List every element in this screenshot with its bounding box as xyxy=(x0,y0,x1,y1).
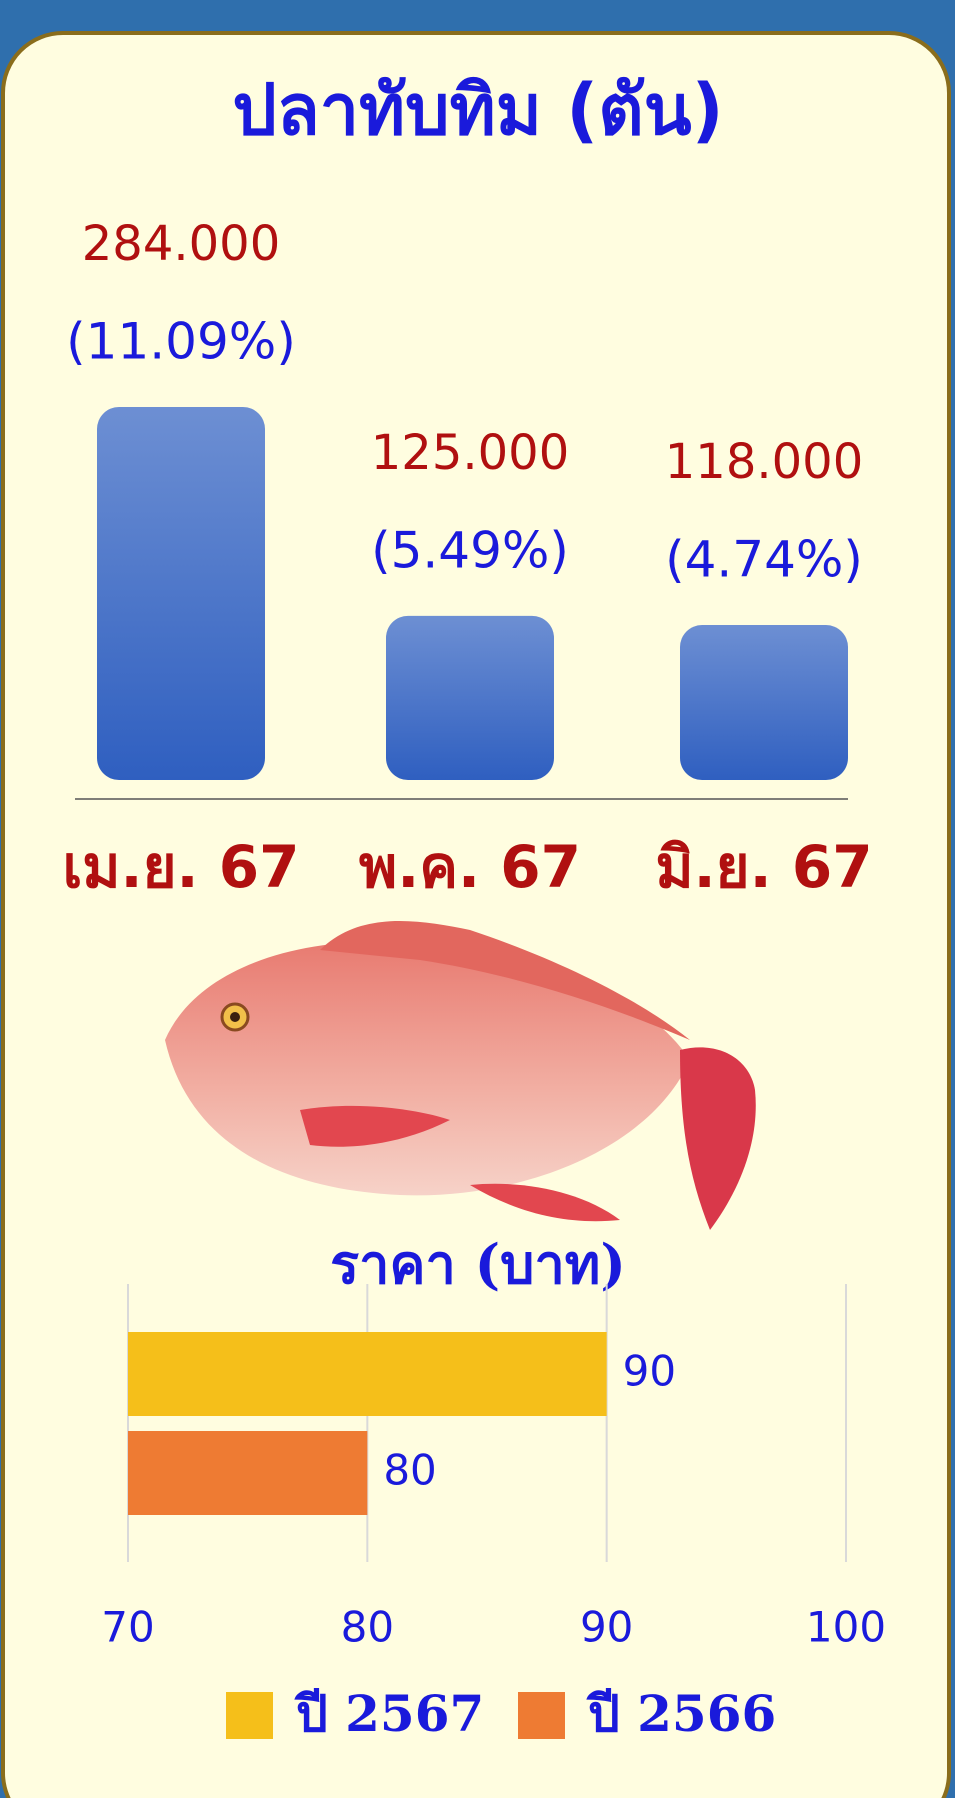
x-tick-label: เม.ย. 67 xyxy=(62,833,299,901)
share-label: (4.74%) xyxy=(665,531,863,589)
infographic: ปลาทับทิม (ตัน) ราคา (บาท) 284.000 (11.09… xyxy=(0,0,955,1798)
x-tick-label: 70 xyxy=(101,1603,154,1652)
value-label: 118.000 xyxy=(665,434,864,490)
bar xyxy=(97,407,265,780)
share-label: (5.49%) xyxy=(371,521,569,579)
x-tick-label: 80 xyxy=(341,1603,394,1652)
chart-title: ปลาทับทิม (ตัน) xyxy=(232,69,723,151)
bar xyxy=(386,616,554,780)
legend-label: ปี 2567 xyxy=(294,1684,484,1743)
value-label: 90 xyxy=(623,1347,676,1396)
x-tick-label: มิ.ย. 67 xyxy=(655,833,872,901)
value-label: 284.000 xyxy=(82,216,281,272)
share-label: (11.09%) xyxy=(66,313,296,371)
bar xyxy=(128,1332,607,1416)
bar xyxy=(680,625,848,780)
bar xyxy=(128,1431,367,1515)
x-tick-label: 90 xyxy=(580,1603,633,1652)
value-label: 125.000 xyxy=(371,425,570,481)
legend-swatch xyxy=(226,1692,273,1739)
chart-title: ราคา (บาท) xyxy=(330,1232,626,1296)
legend-swatch xyxy=(518,1692,565,1739)
x-tick-label: 100 xyxy=(806,1603,886,1652)
value-label: 80 xyxy=(383,1446,436,1495)
legend-label: ปี 2566 xyxy=(586,1684,776,1743)
x-tick-label: พ.ค. 67 xyxy=(359,833,581,901)
card xyxy=(3,33,949,1798)
page: {"chart_data": [ {"type": "bar", "title"… xyxy=(0,0,955,1798)
